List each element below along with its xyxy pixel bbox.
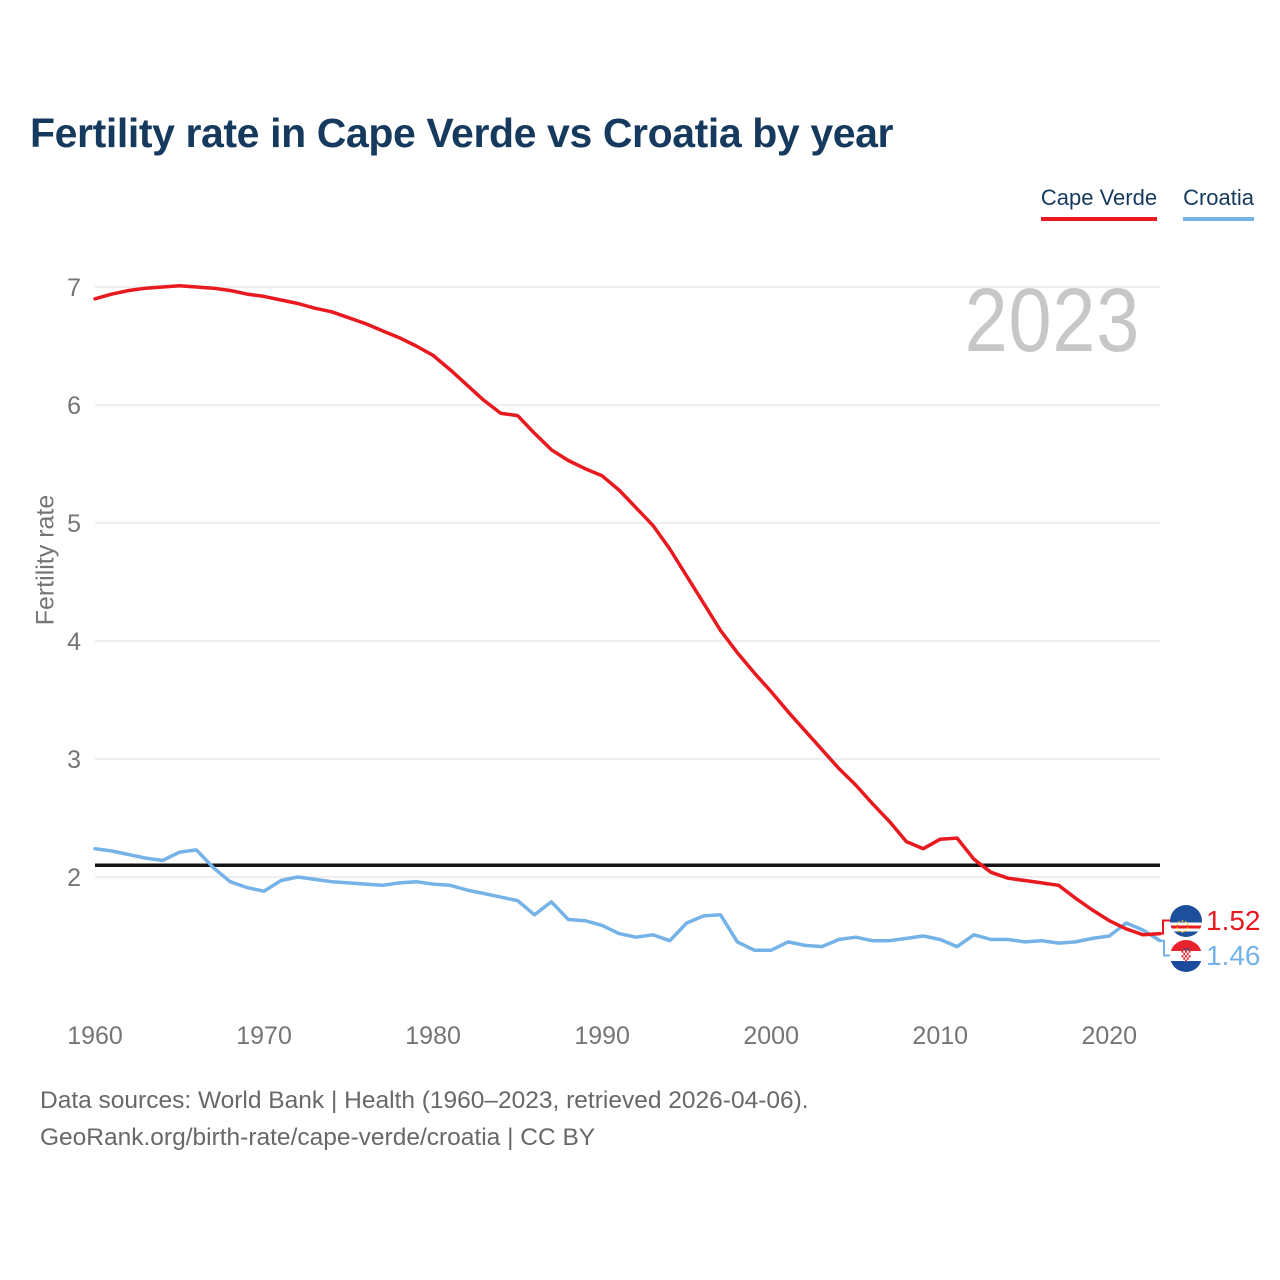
legend-label-cape-verde: Cape Verde bbox=[1040, 185, 1158, 210]
x-tick-label: 2020 bbox=[1081, 1022, 1137, 1050]
series-line-croatia bbox=[93, 846, 1162, 952]
legend-item-cape-verde[interactable]: Cape Verde bbox=[1040, 185, 1158, 221]
footer-attribution: GeoRank.org/birth-rate/cape-verde/croati… bbox=[40, 1124, 596, 1151]
y-tick-label: 2 bbox=[67, 864, 81, 892]
y-tick-label: 5 bbox=[67, 510, 81, 538]
end-value-croatia: 1.46 bbox=[1206, 940, 1261, 971]
leader-line-cape-verde bbox=[1160, 919, 1170, 935]
x-tick-label: 2010 bbox=[912, 1022, 968, 1050]
y-tick-label: 3 bbox=[67, 746, 81, 774]
y-tick-label: 4 bbox=[67, 628, 81, 656]
end-value-cape-verde: 1.52 bbox=[1206, 905, 1261, 936]
series-line-cape-verde bbox=[93, 284, 1162, 937]
legend-color-bar-croatia bbox=[1183, 217, 1254, 221]
leader-line-croatia bbox=[1160, 939, 1170, 957]
y-tick-label: 7 bbox=[67, 274, 81, 302]
cape-verde-flag-icon bbox=[1170, 905, 1202, 937]
y-tick-label: 6 bbox=[67, 392, 81, 420]
x-tick-label: 1970 bbox=[236, 1022, 292, 1050]
croatia-flag-icon bbox=[1170, 940, 1202, 972]
legend-item-croatia[interactable]: Croatia bbox=[1183, 185, 1254, 221]
footer: Data sources: World Bank | Health (1960–… bbox=[40, 1082, 809, 1156]
watermark-year: 2023 bbox=[964, 271, 1140, 371]
x-tick-label: 2000 bbox=[743, 1022, 799, 1050]
x-tick-label: 1990 bbox=[574, 1022, 630, 1050]
legend-color-bar-cape-verde bbox=[1040, 217, 1158, 221]
footer-sources: Data sources: World Bank | Health (1960–… bbox=[40, 1087, 809, 1114]
page-title: Fertility rate in Cape Verde vs Croatia … bbox=[30, 110, 894, 156]
legend: Cape Verde Croatia bbox=[1040, 185, 1254, 221]
x-tick-label: 1980 bbox=[405, 1022, 461, 1050]
legend-label-croatia: Croatia bbox=[1183, 185, 1254, 210]
x-tick-label: 1960 bbox=[67, 1022, 123, 1050]
